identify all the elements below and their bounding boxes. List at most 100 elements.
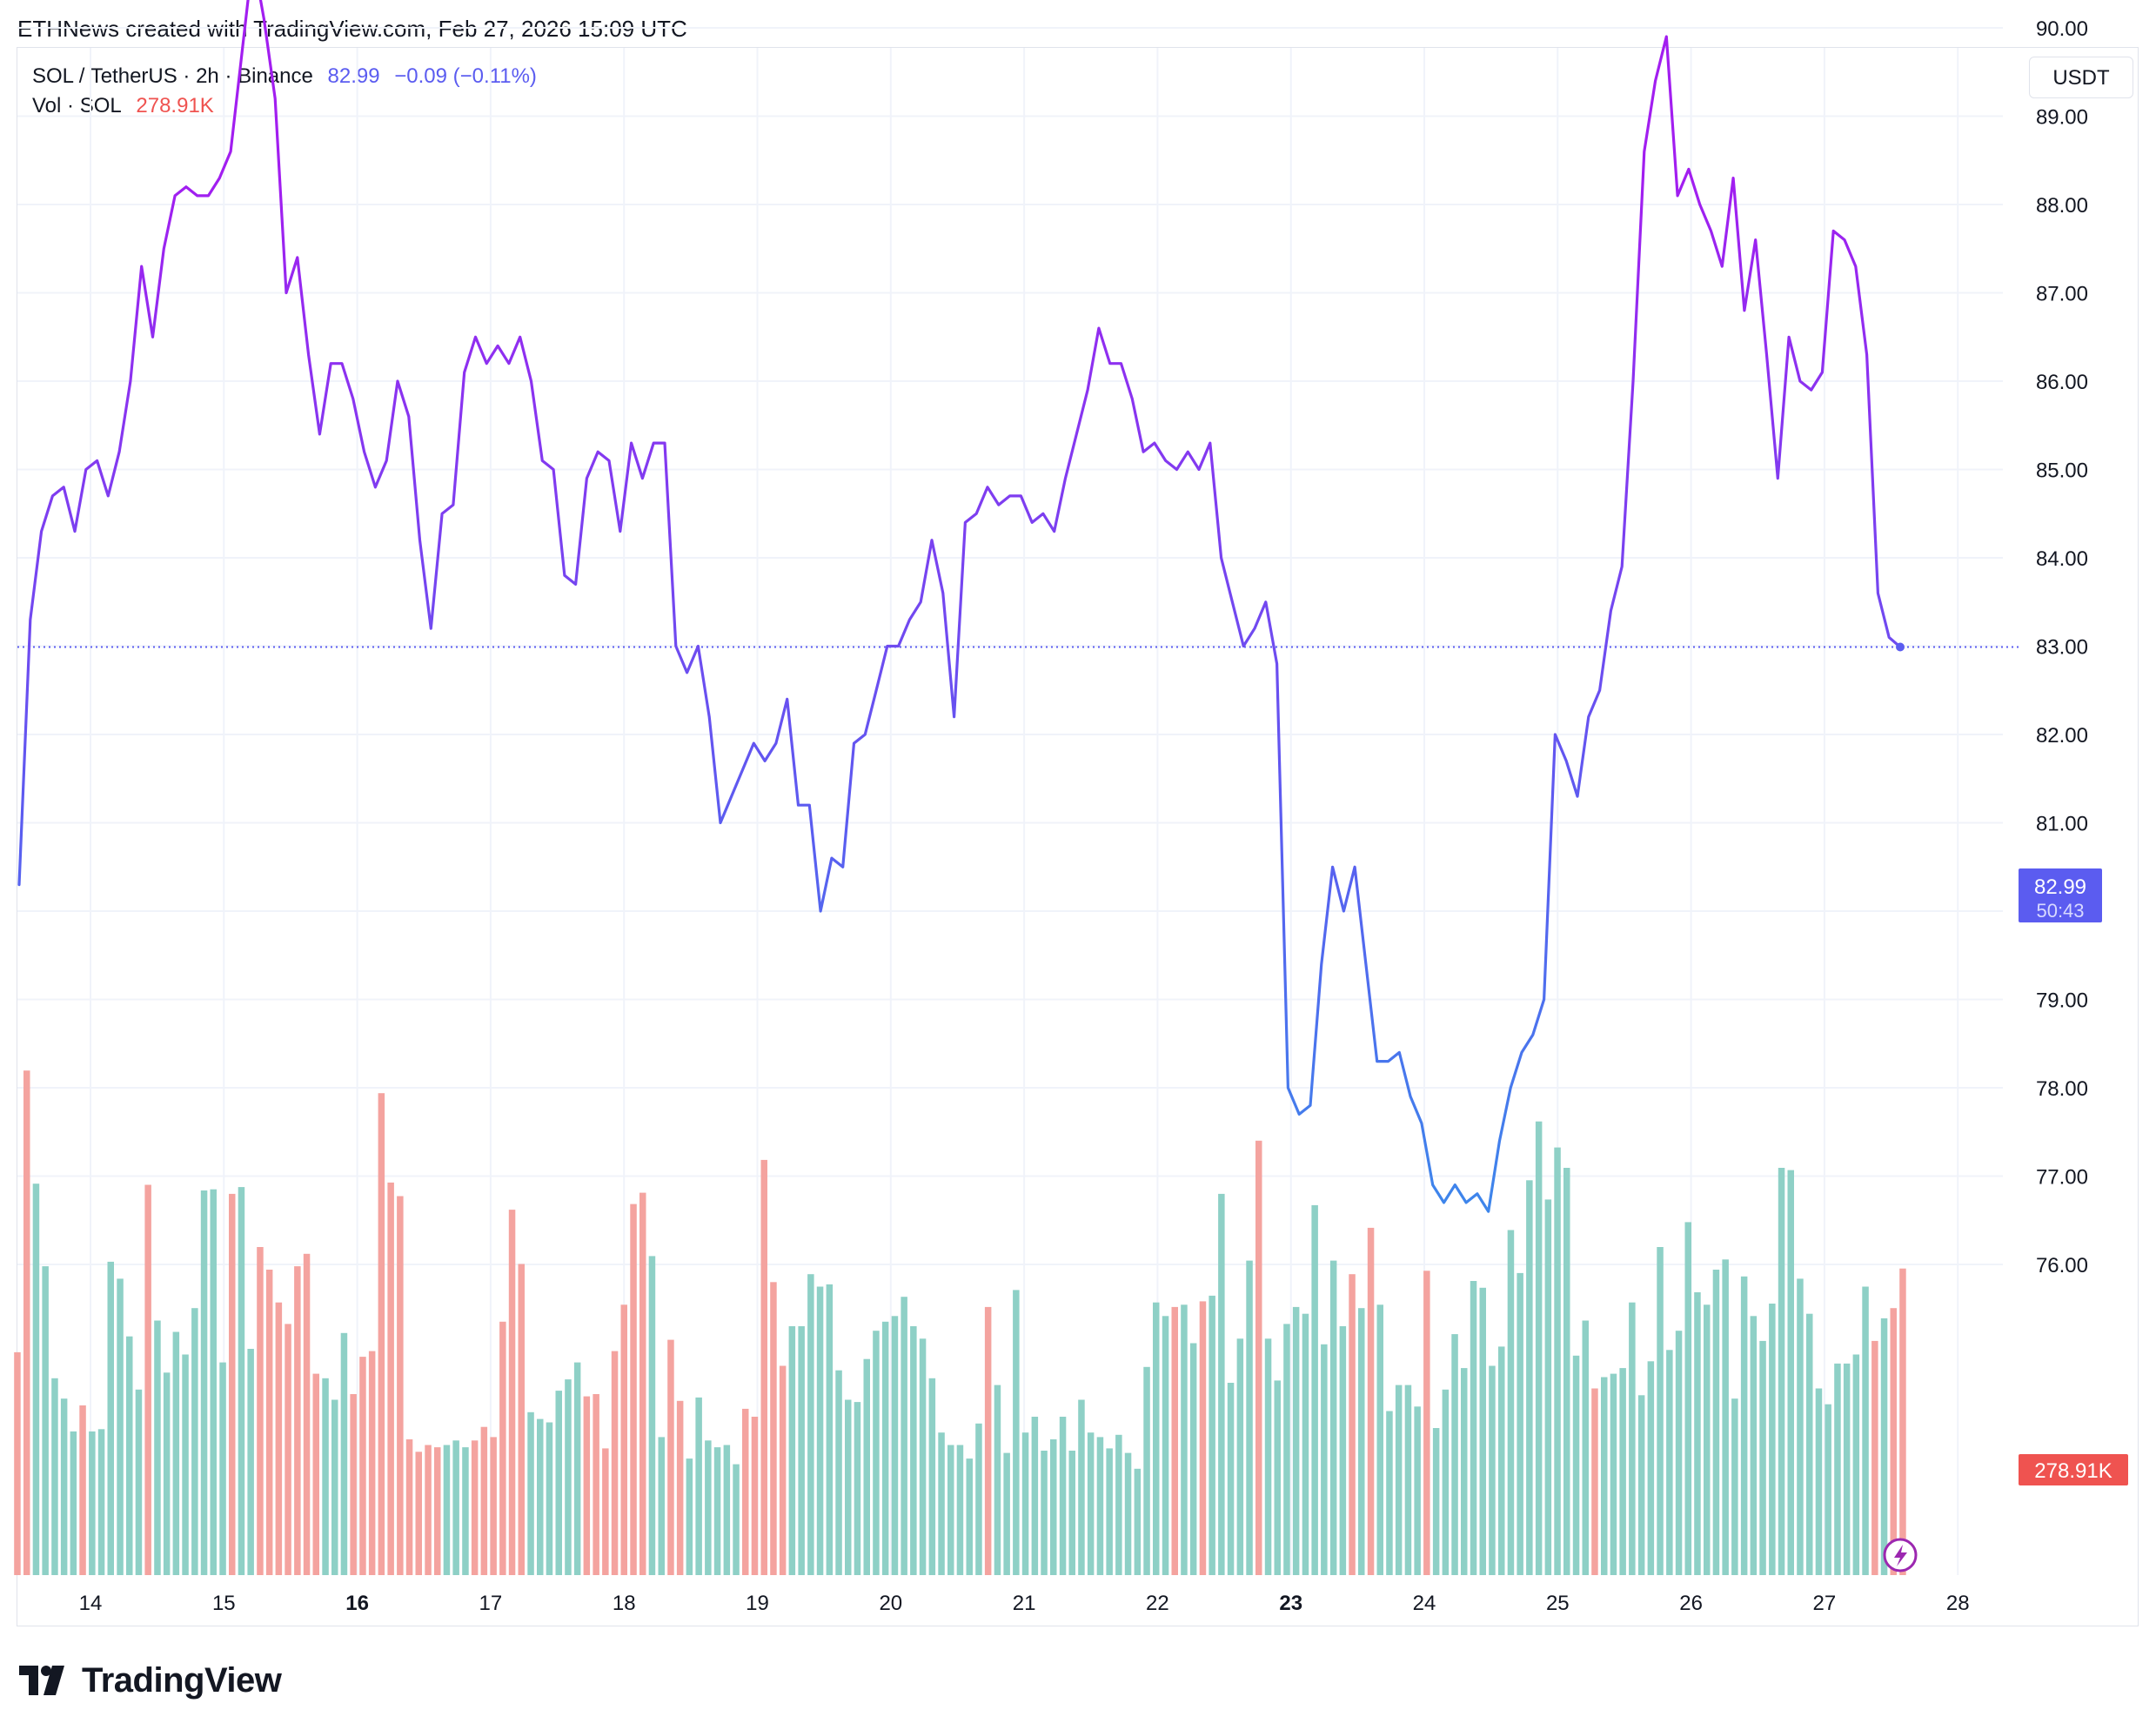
- volume-bar: [779, 1365, 787, 1575]
- volume-bar: [1647, 1361, 1655, 1575]
- volume-bar: [1498, 1346, 1505, 1575]
- volume-bar: [1059, 1417, 1067, 1575]
- volume-bar: [1806, 1313, 1813, 1575]
- volume-bar: [620, 1304, 627, 1575]
- volume-bar: [1778, 1168, 1785, 1575]
- volume-bar: [359, 1357, 366, 1575]
- lightning-icon[interactable]: [1883, 1538, 1918, 1572]
- volume-bar: [1769, 1304, 1776, 1575]
- volume-bar: [1423, 1271, 1430, 1575]
- volume-bar: [1507, 1230, 1515, 1575]
- symbol-label: SOL / TetherUS · 2h · Binance: [32, 64, 313, 88]
- volume-bar: [742, 1408, 749, 1575]
- volume-bar: [947, 1445, 954, 1575]
- volume-bar: [126, 1336, 133, 1575]
- volume-bar: [405, 1439, 413, 1575]
- volume-bar: [770, 1282, 777, 1575]
- x-axis[interactable]: 14 15 16 17 18 19 20 21 22 23 24 25 26 27 28: [79, 1592, 1970, 1615]
- volume-bar: [312, 1373, 319, 1575]
- volume-bar: [117, 1278, 124, 1575]
- volume-bar: [1852, 1354, 1860, 1575]
- x-tick-label: 27: [1813, 1592, 1837, 1615]
- volume-bar: [518, 1264, 525, 1575]
- volume-value-label: 278.91K: [136, 94, 214, 117]
- chart-frame: [17, 47, 2139, 1626]
- volume-bar: [415, 1452, 422, 1575]
- y-axis[interactable]: 76.0077.0078.0079.0080.0081.0082.0083.00…: [2036, 0, 2088, 1277]
- volume-bar: [1432, 1428, 1440, 1575]
- tradingview-brand[interactable]: TradingView: [19, 1660, 282, 1700]
- x-tick-label: 24: [1413, 1592, 1436, 1615]
- volume-bar: [658, 1437, 665, 1575]
- volume-bar: [51, 1378, 58, 1575]
- volume-bar: [1321, 1344, 1328, 1575]
- volume-bar: [1834, 1363, 1841, 1575]
- volume-bar: [107, 1261, 114, 1575]
- x-tick-label: 20: [879, 1592, 902, 1615]
- volume-bar: [14, 1351, 21, 1575]
- volume-bar: [863, 1358, 870, 1575]
- volume-bar: [845, 1399, 852, 1575]
- volume-bar: [1797, 1278, 1804, 1575]
- currency-button[interactable]: USDT: [2029, 57, 2133, 98]
- volume-bar: [1489, 1365, 1496, 1575]
- volume-bar: [676, 1400, 684, 1575]
- volume-bar: [705, 1440, 712, 1575]
- volume-bar: [873, 1331, 880, 1575]
- volume-bar: [1078, 1399, 1085, 1575]
- x-tick-label: 14: [79, 1592, 103, 1615]
- volume-bar: [1722, 1259, 1729, 1575]
- price-line-layer: [17, 0, 2019, 1213]
- y-tick-label: 84.00: [2036, 547, 2088, 571]
- volume-bar: [490, 1437, 497, 1575]
- price-series-line: [17, 0, 1902, 1213]
- volume-bar: [1451, 1334, 1458, 1575]
- x-tick-label: 25: [1546, 1592, 1570, 1615]
- volume-bar: [1329, 1260, 1337, 1575]
- volume-bar: [573, 1362, 581, 1575]
- volume-bars: [14, 1070, 1906, 1575]
- volume-bar: [331, 1399, 338, 1575]
- volume-bar: [23, 1070, 30, 1575]
- brand-name: TradingView: [82, 1660, 282, 1700]
- volume-bar: [1787, 1170, 1794, 1575]
- volume-bar: [397, 1196, 404, 1575]
- volume-bar: [1050, 1439, 1057, 1575]
- volume-bar: [835, 1370, 842, 1575]
- volume-bar: [434, 1447, 441, 1575]
- volume-legend[interactable]: Vol · SOL 278.91K: [32, 94, 223, 118]
- y-tick-label: 76.00: [2036, 1254, 2088, 1277]
- x-tick-label: 19: [746, 1592, 769, 1615]
- y-tick-label: 85.00: [2036, 459, 2088, 483]
- volume-bar: [163, 1372, 171, 1575]
- volume-bar: [751, 1417, 759, 1575]
- volume-bar: [191, 1308, 198, 1575]
- volume-bar: [1526, 1180, 1533, 1575]
- symbol-legend[interactable]: SOL / TetherUS · 2h · Binance 82.99 −0.0…: [32, 64, 546, 89]
- volume-bar: [97, 1429, 105, 1575]
- volume-bar: [452, 1440, 459, 1575]
- volume-bar: [1227, 1383, 1235, 1575]
- volume-bar: [1694, 1292, 1701, 1575]
- x-tick-label: 23: [1279, 1592, 1302, 1615]
- volume-bar: [919, 1338, 927, 1575]
- y-tick-label: 89.00: [2036, 106, 2088, 130]
- volume-bar: [1442, 1389, 1450, 1575]
- volume-bar: [1619, 1368, 1626, 1575]
- volume-bar: [200, 1190, 208, 1575]
- volume-bar: [1236, 1338, 1244, 1575]
- volume-bar: [1283, 1324, 1290, 1575]
- volume-bar: [1013, 1290, 1020, 1575]
- y-tick-label: 81.00: [2036, 813, 2088, 836]
- volume-bar: [1115, 1434, 1122, 1575]
- volume-bar: [648, 1256, 656, 1575]
- volume-bar: [135, 1389, 143, 1575]
- volume-bar: [1199, 1301, 1207, 1575]
- volume-bar: [1572, 1355, 1580, 1575]
- volume-bar: [387, 1182, 394, 1575]
- volume-bar: [1414, 1406, 1421, 1575]
- y-tick-label: 82.00: [2036, 724, 2088, 748]
- volume-bar: [1750, 1316, 1758, 1575]
- axis-badges: 82.99 50:43 278.91K: [2019, 868, 2128, 1485]
